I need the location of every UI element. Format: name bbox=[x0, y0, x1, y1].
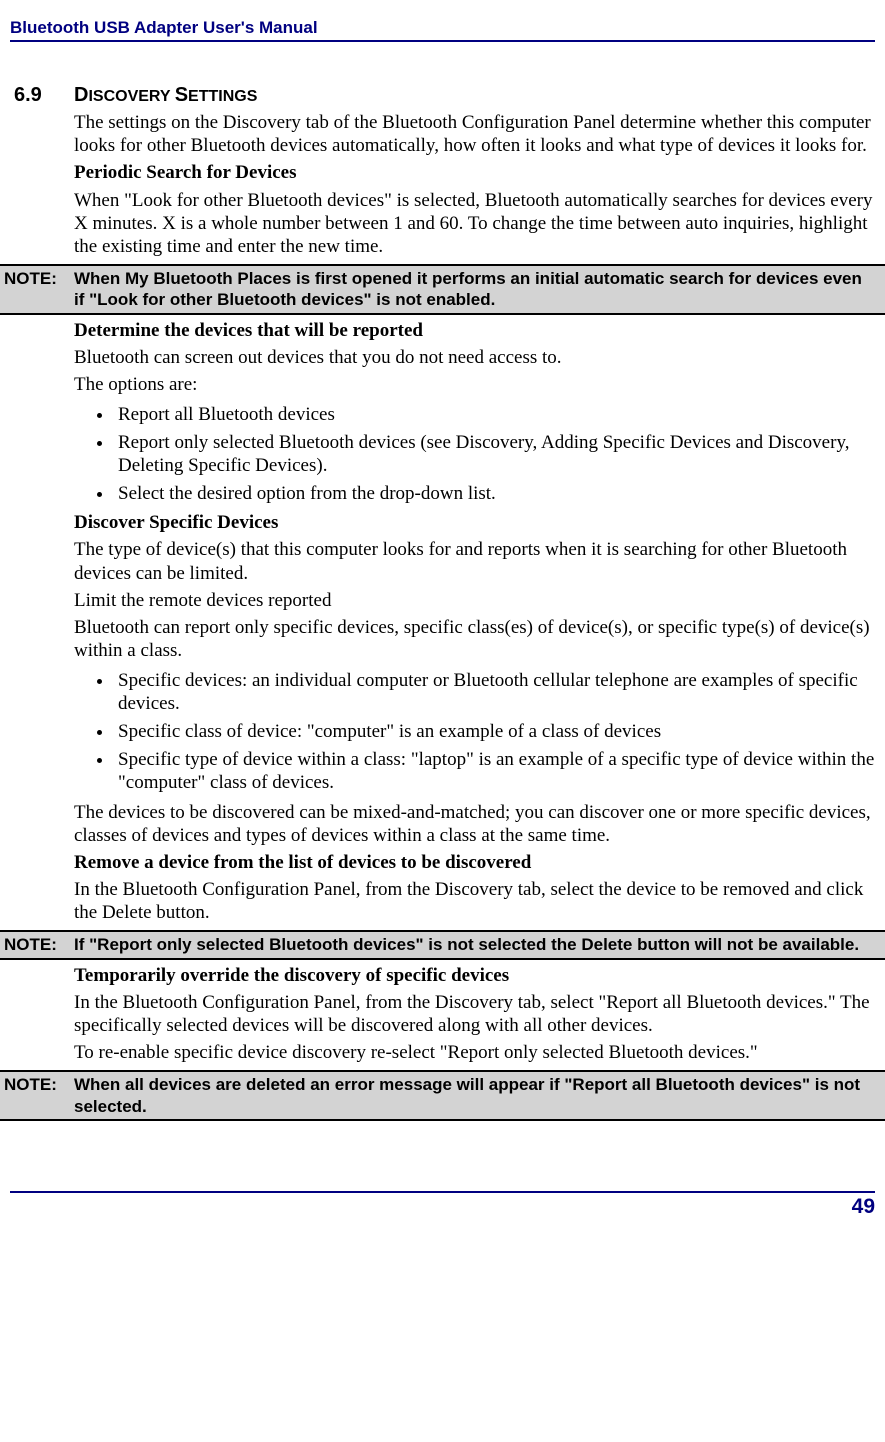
paragraph: The type of device(s) that this computer… bbox=[74, 538, 875, 584]
note-label: NOTE: bbox=[4, 1074, 74, 1117]
note-block: NOTE: When My Bluetooth Places is first … bbox=[0, 264, 885, 315]
subheading-determine-devices: Determine the devices that will be repor… bbox=[74, 319, 875, 342]
note-text: When all devices are deleted an error me… bbox=[74, 1074, 875, 1117]
paragraph: To re-enable specific device discovery r… bbox=[74, 1041, 875, 1064]
device-types-list: Specific devices: an individual computer… bbox=[74, 667, 875, 796]
list-item: Specific class of device: "computer" is … bbox=[114, 718, 875, 746]
list-item: Report only selected Bluetooth devices (… bbox=[114, 429, 875, 480]
section-number: 6.9 bbox=[14, 84, 74, 107]
list-item: Specific devices: an individual computer… bbox=[114, 667, 875, 718]
paragraph: Bluetooth can report only specific devic… bbox=[74, 616, 875, 662]
page-number: 49 bbox=[10, 1193, 875, 1219]
paragraph: In the Bluetooth Configuration Panel, fr… bbox=[74, 878, 875, 924]
note-label: NOTE: bbox=[4, 934, 74, 955]
note-text: If "Report only selected Bluetooth devic… bbox=[74, 934, 875, 955]
section-title-D: D bbox=[74, 84, 88, 106]
subheading-remove-device: Remove a device from the list of devices… bbox=[74, 851, 875, 874]
paragraph: The options are: bbox=[74, 373, 875, 396]
list-item: Report all Bluetooth devices bbox=[114, 401, 875, 429]
subheading-temp-override: Temporarily override the discovery of sp… bbox=[74, 964, 875, 987]
paragraph: In the Bluetooth Configuration Panel, fr… bbox=[74, 991, 875, 1037]
subheading-periodic-search: Periodic Search for Devices bbox=[74, 161, 875, 184]
paragraph: The settings on the Discovery tab of the… bbox=[74, 111, 875, 157]
note-block: NOTE: When all devices are deleted an er… bbox=[0, 1070, 885, 1121]
list-item: Select the desired option from the drop-… bbox=[114, 480, 875, 508]
subheading-discover-specific: Discover Specific Devices bbox=[74, 511, 875, 534]
section-title-S: S bbox=[175, 84, 188, 106]
paragraph: Limit the remote devices reported bbox=[74, 589, 875, 612]
paragraph: When "Look for other Bluetooth devices" … bbox=[74, 189, 875, 259]
section-title-iscovery: ISCOVERY bbox=[88, 88, 174, 105]
list-item: Specific type of device within a class: … bbox=[114, 746, 875, 797]
paragraph: Bluetooth can screen out devices that yo… bbox=[74, 346, 875, 369]
note-block: NOTE: If "Report only selected Bluetooth… bbox=[0, 930, 885, 959]
note-text: When My Bluetooth Places is first opened… bbox=[74, 268, 875, 311]
doc-header-title: Bluetooth USB Adapter User's Manual bbox=[10, 18, 875, 38]
note-label: NOTE: bbox=[4, 268, 74, 311]
paragraph: The devices to be discovered can be mixe… bbox=[74, 801, 875, 847]
section-title: DISCOVERY SETTINGS bbox=[74, 84, 257, 107]
section-title-ettings: ETTINGS bbox=[188, 88, 257, 105]
options-list: Report all Bluetooth devices Report only… bbox=[74, 401, 875, 507]
